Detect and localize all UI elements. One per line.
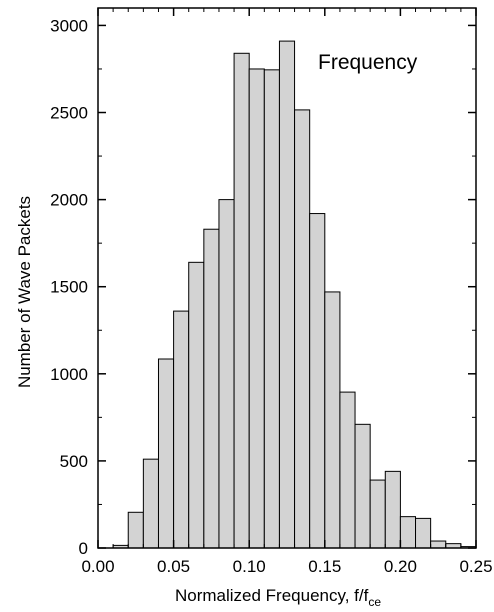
y-tick-label: 3000 bbox=[50, 16, 88, 35]
histogram-bar bbox=[278, 40, 296, 549]
histogram-bar bbox=[399, 516, 417, 549]
histogram-bar bbox=[339, 391, 356, 549]
x-axis-label-main: Normalized Frequency, f/f bbox=[175, 586, 369, 605]
tick-labels-layer: 0.00 0.05 0.10 0.15 0.20 0.25 0 500 1000 1500 2000… bbox=[50, 16, 492, 576]
y-tick-label: 2500 bbox=[50, 104, 88, 123]
histogram-bar bbox=[384, 470, 401, 549]
x-axis-label: Normalized Frequency, f/fce bbox=[175, 586, 381, 609]
histogram-bar bbox=[309, 213, 326, 549]
frequency-annotation: Frequency bbox=[318, 51, 418, 74]
x-tick-label: 0.10 bbox=[233, 557, 266, 576]
y-tick-label: 1500 bbox=[50, 278, 88, 297]
y-tick-label: 0 bbox=[79, 539, 88, 558]
histogram-bar bbox=[188, 261, 205, 549]
histogram-bar bbox=[354, 423, 371, 549]
histogram-bar bbox=[233, 52, 250, 549]
histogram-bar bbox=[142, 458, 159, 549]
y-tick-label: 1000 bbox=[50, 365, 88, 384]
x-axis-label-subscript: ce bbox=[368, 595, 381, 609]
ticks-layer bbox=[97, 8, 477, 549]
histogram-bar bbox=[248, 68, 265, 549]
x-tick-label: 0.20 bbox=[384, 557, 417, 576]
histogram-bar bbox=[263, 69, 280, 549]
x-tick-label: 0.25 bbox=[459, 557, 492, 576]
y-tick-label: 500 bbox=[60, 452, 88, 471]
bars-layer bbox=[112, 40, 477, 549]
histogram-bar bbox=[324, 291, 341, 549]
x-tick-label: 0.15 bbox=[308, 557, 341, 576]
histogram-bar bbox=[173, 310, 190, 549]
histogram-bar bbox=[415, 517, 432, 549]
histogram-bar bbox=[203, 228, 220, 549]
histogram-bar bbox=[127, 511, 144, 549]
histogram-bar bbox=[294, 109, 311, 549]
histogram-bar bbox=[369, 479, 386, 549]
histogram-bar bbox=[218, 199, 235, 549]
histogram-bar bbox=[430, 540, 447, 549]
x-tick-label: 0.00 bbox=[81, 557, 114, 576]
y-axis-label: Number of Wave Packets bbox=[15, 196, 34, 388]
x-tick-label: 0.05 bbox=[157, 557, 190, 576]
histogram-bar bbox=[157, 358, 175, 549]
plot-frame bbox=[97, 7, 477, 549]
y-tick-label: 2000 bbox=[50, 191, 88, 210]
